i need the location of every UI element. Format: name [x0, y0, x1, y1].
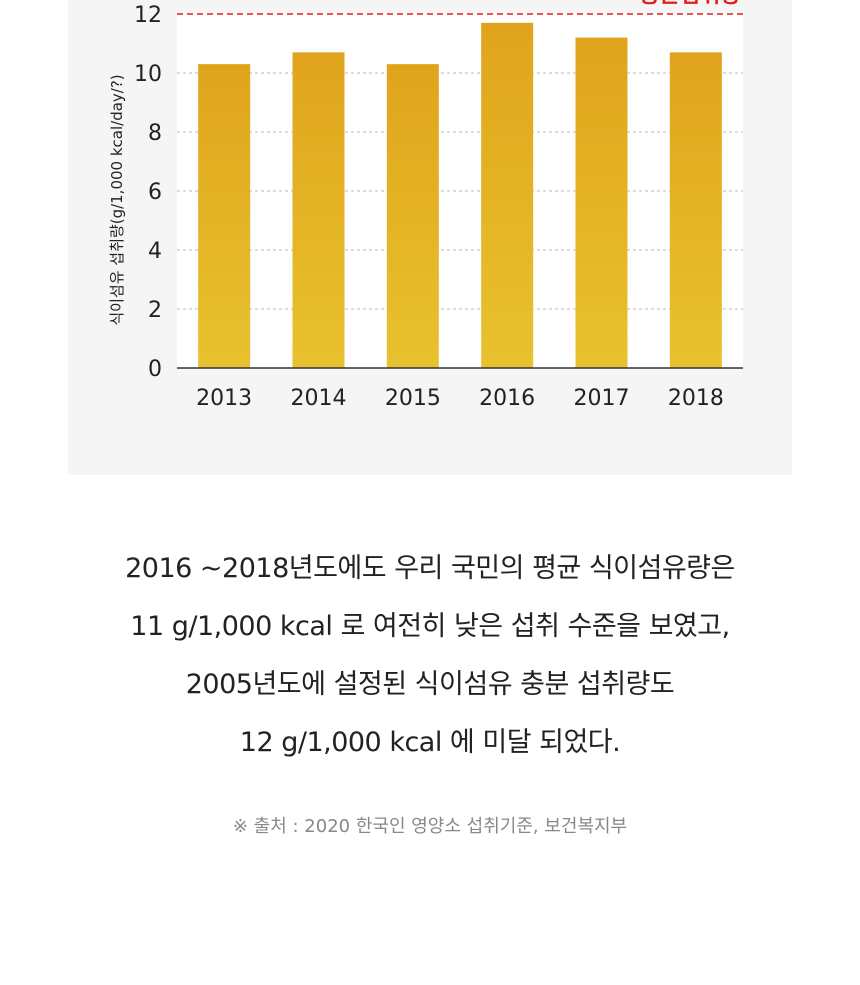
x-tick-label: 2016	[479, 386, 535, 411]
description-line: 12 g/1,000 kcal 에 미달 되었다.	[239, 727, 621, 758]
bar-2015	[386, 64, 439, 369]
y-axis-label: 식이섬유 섭취량(g/1,000 kcal/day/?)	[108, 74, 126, 325]
description-line: 2016 ~2018년도에도 우리 국민의 평균 식이섬유량은	[125, 553, 735, 584]
bar-2014	[292, 52, 345, 368]
y-tick-label: 2	[148, 298, 162, 323]
y-tick-label: 10	[134, 62, 162, 87]
x-tick-label: 2018	[668, 386, 724, 411]
x-tick-label: 2014	[291, 386, 347, 411]
description-line: 2005년도에 설정된 식이섬유 충분 섭취량도	[185, 669, 675, 700]
y-tick-label: 0	[148, 357, 162, 382]
x-tick-label: 2015	[385, 386, 441, 411]
source-note: ※ 출처 : 2020 한국인 영양소 섭취기준, 보건복지부	[232, 816, 628, 837]
x-tick-label: 2013	[196, 386, 252, 411]
description-line: 11 g/1,000 kcal 로 여전히 낮은 섭취 수준을 보였고,	[130, 611, 730, 642]
description: 2016 ~2018년도에도 우리 국민의 평균 식이섬유량은 11 g/1,0…	[0, 540, 860, 772]
bar-2018	[669, 52, 722, 368]
y-tick-label: 12	[134, 3, 162, 28]
bar-2016	[481, 22, 534, 368]
bar-chart: 0 2 4 6 8 10 12 2013 2014 2015 2016 2017 2018 충분섭취량…	[108, 0, 743, 411]
y-tick-label: 8	[148, 121, 162, 146]
y-tick-label: 6	[148, 180, 162, 205]
bar-2017	[575, 37, 628, 368]
bar-2013	[198, 64, 251, 369]
y-tick-label: 4	[148, 239, 162, 264]
x-tick-label: 2017	[574, 386, 630, 411]
